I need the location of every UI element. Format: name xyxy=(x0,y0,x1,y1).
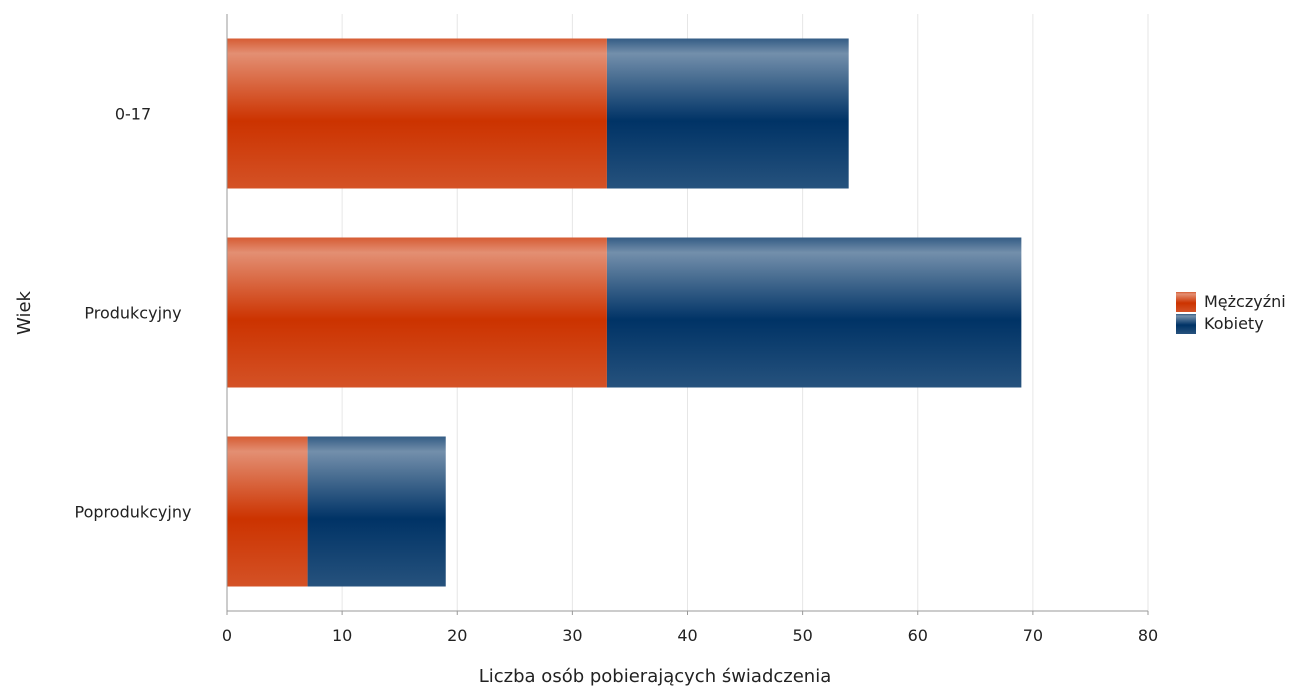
bar-1-0 xyxy=(227,237,607,388)
category-label: Poprodukcyjny xyxy=(75,503,192,522)
x-tick-label: 10 xyxy=(332,626,352,645)
x-tick-label: 30 xyxy=(562,626,582,645)
x-axis-title: Liczba osób pobierających świadczenia xyxy=(479,666,832,687)
bar-2-0 xyxy=(227,436,308,587)
legend-label: Kobiety xyxy=(1204,314,1264,333)
x-tick-label: 20 xyxy=(447,626,467,645)
x-tick-label: 60 xyxy=(908,626,928,645)
bar-2-1 xyxy=(307,436,446,587)
category-label: Produkcyjny xyxy=(84,304,181,323)
x-tick-label: 0 xyxy=(222,626,232,645)
bars xyxy=(227,38,1022,587)
category-labels: 0-17 Produkcyjny Poprodukcyjny xyxy=(75,105,192,522)
legend-label: Mężczyźni xyxy=(1204,292,1286,311)
x-tick-label: 50 xyxy=(792,626,812,645)
x-tick-label: 40 xyxy=(677,626,697,645)
x-tick-labels: 0 10 20 30 40 50 60 70 80 xyxy=(222,611,1158,645)
bar-0-1 xyxy=(606,38,849,189)
bar-1-1 xyxy=(606,237,1022,388)
legend: Mężczyźni Kobiety xyxy=(1176,292,1286,334)
legend-swatch xyxy=(1176,314,1196,334)
bar-0-0 xyxy=(227,38,607,189)
y-axis-title: Wiek xyxy=(14,290,35,334)
x-tick-label: 70 xyxy=(1023,626,1043,645)
category-label: 0-17 xyxy=(115,105,151,124)
legend-swatch xyxy=(1176,292,1196,312)
x-tick-label: 80 xyxy=(1138,626,1158,645)
